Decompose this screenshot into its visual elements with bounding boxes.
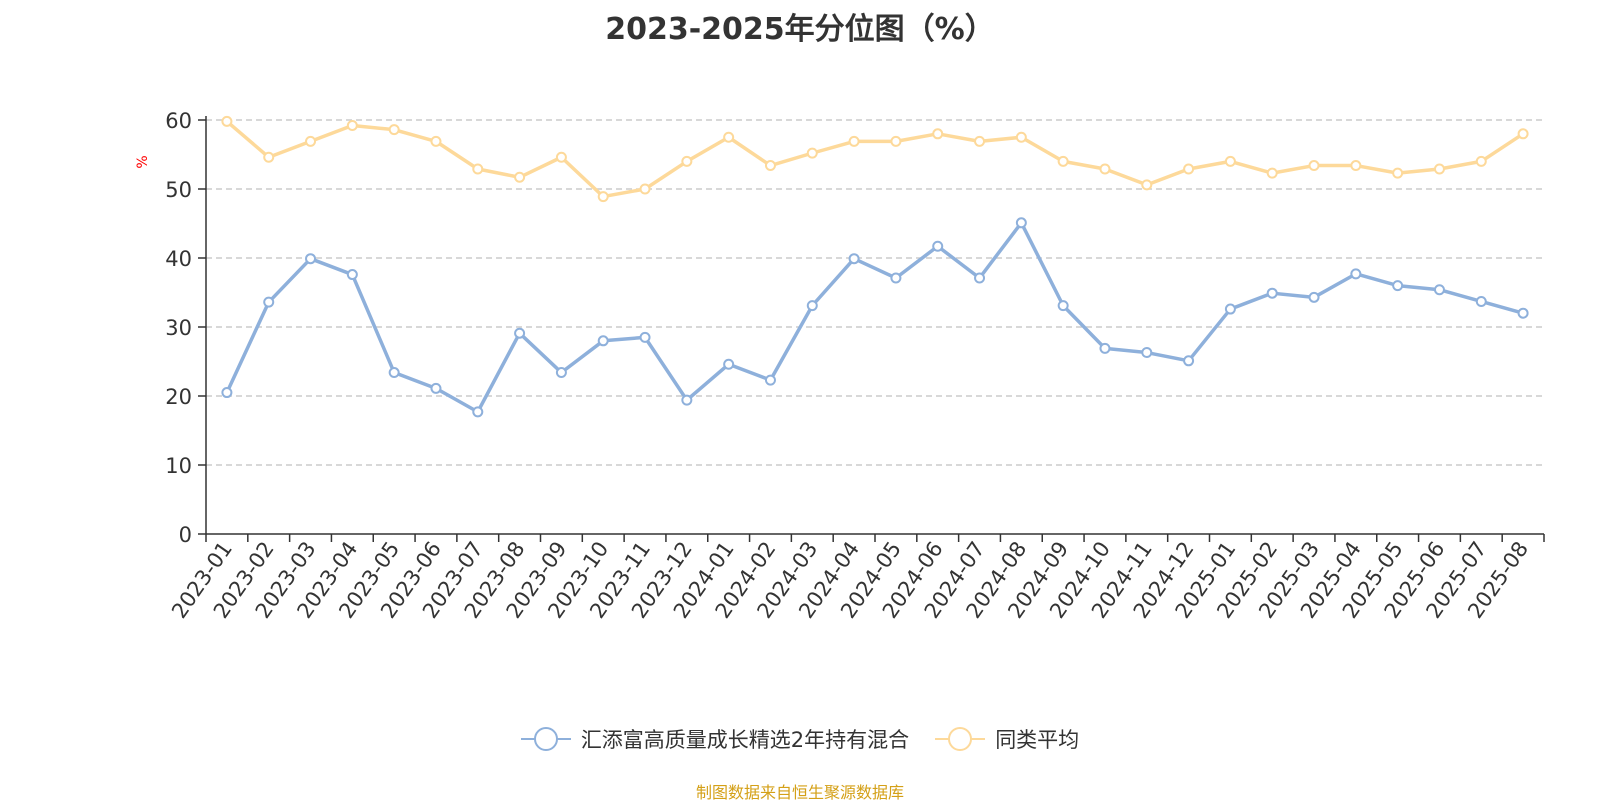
grid-lines xyxy=(206,119,1544,466)
data-point-0[interactable] xyxy=(723,358,735,370)
data-point-0[interactable] xyxy=(806,300,818,312)
data-point-1[interactable] xyxy=(848,135,860,147)
data-point-0[interactable] xyxy=(263,296,275,308)
data-point-0[interactable] xyxy=(1183,355,1195,367)
y-axis-label: % xyxy=(135,155,151,168)
data-point-0[interactable] xyxy=(1141,347,1153,359)
y-tick-label: 50 xyxy=(165,178,192,202)
data-point-0[interactable] xyxy=(974,272,986,284)
data-point-0[interactable] xyxy=(1475,295,1487,307)
data-point-0[interactable] xyxy=(639,331,651,343)
data-point-0[interactable] xyxy=(221,387,233,399)
data-point-1[interactable] xyxy=(806,147,818,159)
data-point-1[interactable] xyxy=(346,120,358,132)
data-point-1[interactable] xyxy=(681,155,693,167)
data-point-0[interactable] xyxy=(1057,300,1069,312)
data-point-1[interactable] xyxy=(932,128,944,140)
data-point-1[interactable] xyxy=(974,135,986,147)
data-point-1[interactable] xyxy=(890,135,902,147)
series-line-0 xyxy=(225,221,1524,414)
legend-swatch-fund xyxy=(520,725,571,753)
data-point-0[interactable] xyxy=(388,367,400,379)
legend-item-fund[interactable]: 汇添富高质量成长精选2年持有混合 xyxy=(520,724,910,754)
data-point-1[interactable] xyxy=(221,115,233,127)
data-point-0[interactable] xyxy=(1392,280,1404,292)
data-point-1[interactable] xyxy=(1266,167,1278,179)
data-point-0[interactable] xyxy=(472,406,484,418)
data-point-1[interactable] xyxy=(555,151,567,163)
legend-label-category-average: 同类平均 xyxy=(995,728,1080,752)
data-point-0[interactable] xyxy=(597,335,609,347)
y-tick-label: 20 xyxy=(165,385,192,409)
axes: 01020304050602023-012023-022023-032023-0… xyxy=(165,109,1545,623)
data-point-1[interactable] xyxy=(1517,128,1529,140)
data-point-1[interactable] xyxy=(472,163,484,175)
data-point-0[interactable] xyxy=(848,253,860,265)
data-point-1[interactable] xyxy=(1475,155,1487,167)
data-point-0[interactable] xyxy=(681,394,693,406)
data-point-0[interactable] xyxy=(1308,291,1320,303)
data-point-1[interactable] xyxy=(1433,163,1445,175)
data-point-0[interactable] xyxy=(555,367,567,379)
data-point-1[interactable] xyxy=(1183,163,1195,175)
data-point-1[interactable] xyxy=(1057,155,1069,167)
data-point-1[interactable] xyxy=(764,160,776,172)
data-point-1[interactable] xyxy=(1015,131,1027,143)
data-point-0[interactable] xyxy=(1517,307,1529,319)
data-point-0[interactable] xyxy=(1266,287,1278,299)
legend: 汇添富高质量成长精选2年持有混合 同类平均 xyxy=(0,724,1600,754)
data-point-0[interactable] xyxy=(305,253,317,265)
legend-label-fund: 汇添富高质量成长精选2年持有混合 xyxy=(580,728,910,752)
data-point-1[interactable] xyxy=(388,124,400,136)
data-point-0[interactable] xyxy=(1433,284,1445,296)
data-point-1[interactable] xyxy=(1099,163,1111,175)
y-tick-label: 0 xyxy=(179,523,192,547)
data-point-0[interactable] xyxy=(890,272,902,284)
data-point-0[interactable] xyxy=(514,327,526,339)
data-point-1[interactable] xyxy=(1224,155,1236,167)
data-point-1[interactable] xyxy=(597,191,609,203)
y-tick-label: 30 xyxy=(165,316,192,340)
data-point-0[interactable] xyxy=(430,382,442,394)
data-point-1[interactable] xyxy=(639,183,651,195)
legend-item-category-average[interactable]: 同类平均 xyxy=(935,724,1079,754)
y-tick-label: 40 xyxy=(165,247,192,271)
data-point-1[interactable] xyxy=(1392,167,1404,179)
data-point-1[interactable] xyxy=(263,151,275,163)
data-point-1[interactable] xyxy=(430,135,442,147)
data-point-0[interactable] xyxy=(1015,217,1027,229)
chart-title: 2023-2025年分位图（%） xyxy=(605,12,995,47)
data-point-1[interactable] xyxy=(723,131,735,143)
data-point-1[interactable] xyxy=(1308,160,1320,172)
data-point-0[interactable] xyxy=(764,374,776,386)
data-point-1[interactable] xyxy=(1350,160,1362,172)
y-tick-label: 60 xyxy=(165,109,192,133)
data-point-1[interactable] xyxy=(1141,179,1153,191)
data-point-1[interactable] xyxy=(514,171,526,183)
y-tick-label: 10 xyxy=(165,454,192,478)
data-point-0[interactable] xyxy=(1350,268,1362,280)
data-point-0[interactable] xyxy=(1224,303,1236,315)
data-point-0[interactable] xyxy=(932,240,944,252)
source-note: 制图数据来自恒生聚源数据库 xyxy=(695,783,904,802)
legend-swatch-category-average xyxy=(935,725,986,753)
data-point-0[interactable] xyxy=(346,269,358,281)
data-point-1[interactable] xyxy=(305,135,317,147)
series-line-1 xyxy=(225,120,1525,199)
series-layer xyxy=(221,115,1529,418)
data-point-0[interactable] xyxy=(1099,342,1111,354)
